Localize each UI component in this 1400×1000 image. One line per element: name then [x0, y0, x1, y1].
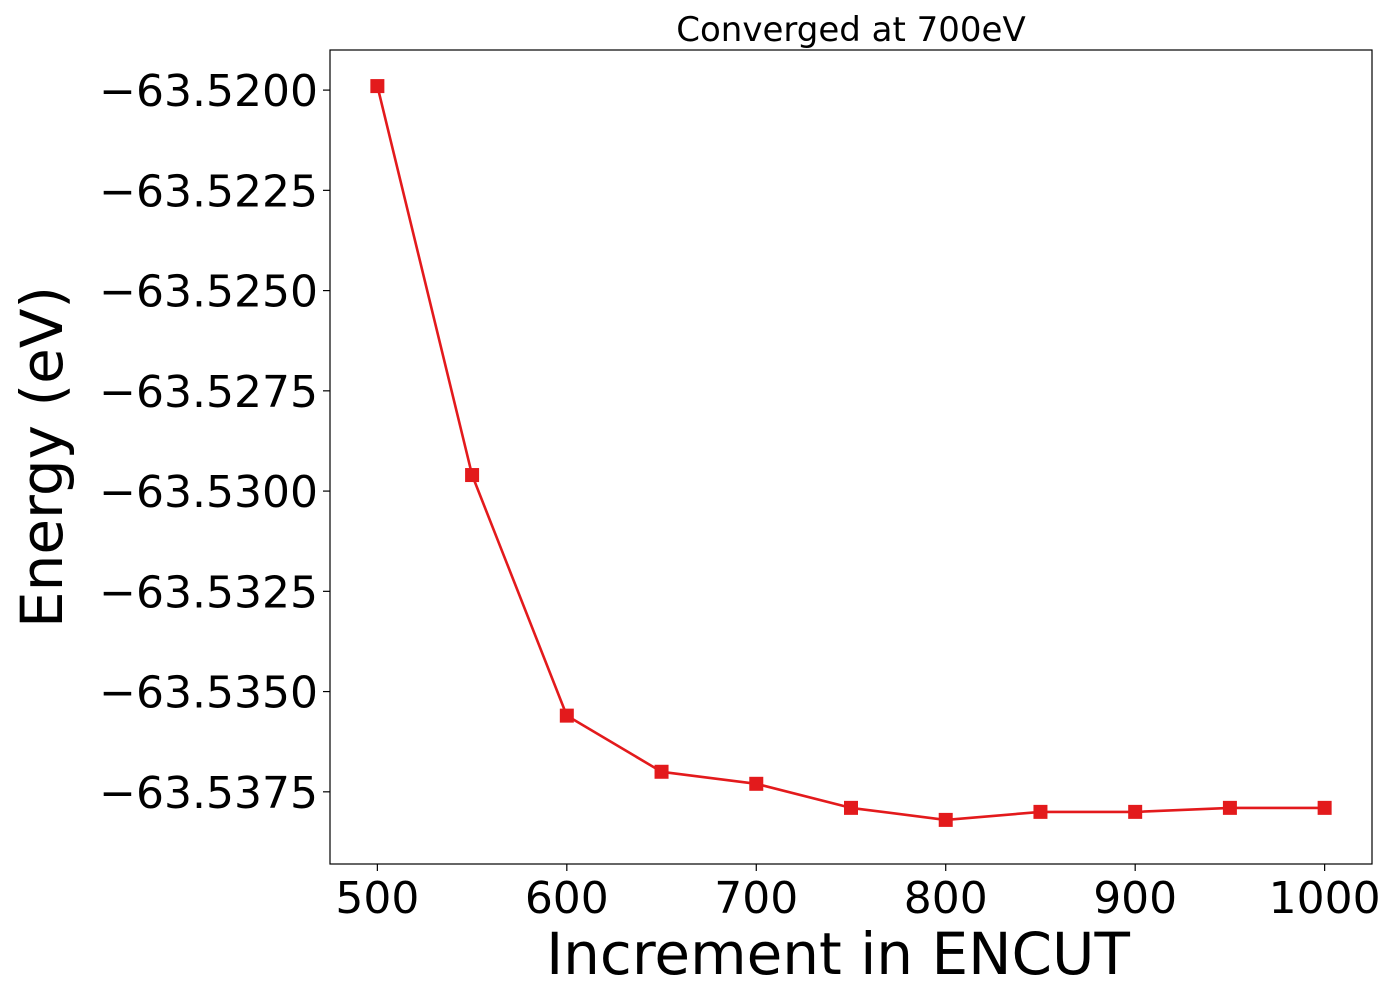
data-point-marker — [1317, 800, 1332, 815]
x-tick-label: 800 — [904, 873, 988, 924]
y-tick-label: −63.5325 — [99, 567, 318, 618]
data-point-marker — [370, 79, 385, 94]
data-point-marker — [844, 800, 858, 815]
data-point-marker — [749, 776, 764, 791]
x-tick-label: 1000 — [1269, 873, 1381, 924]
y-tick-label: −63.5250 — [99, 267, 318, 318]
x-tick-label: 500 — [335, 873, 419, 924]
data-point-marker — [938, 812, 953, 827]
x-tick-label: 600 — [525, 873, 609, 924]
y-tick-label: −63.5300 — [99, 467, 318, 518]
y-tick-label: −63.5225 — [99, 166, 318, 217]
x-tick-label: 700 — [714, 873, 798, 924]
y-tick-label: −63.5350 — [99, 668, 318, 719]
y-tick-label: −63.5200 — [99, 66, 318, 117]
data-point-marker — [654, 764, 669, 779]
y-tick-label: −63.5375 — [99, 768, 318, 819]
y-axis-title: Energy (eV) — [8, 286, 76, 628]
x-axis-title: Increment in ENCUT — [546, 920, 1130, 988]
x-tick-label: 900 — [1093, 873, 1177, 924]
data-point-marker — [1033, 804, 1048, 819]
data-point-marker — [1222, 800, 1237, 815]
x-axis: 500 600 700 800 900 1000 — [335, 864, 1381, 924]
y-axis: −63.5200 −63.5225 −63.5250 −63.5275 −63.5300… — [99, 66, 330, 819]
axes-frame — [329, 49, 1373, 865]
data-point-marker — [1128, 804, 1143, 819]
plot-area — [370, 79, 1332, 827]
data-point-marker — [465, 468, 480, 483]
chart-title: Converged at 700eV — [676, 10, 1025, 50]
y-tick-label: −63.5275 — [99, 367, 318, 418]
data-point-marker — [559, 708, 574, 723]
